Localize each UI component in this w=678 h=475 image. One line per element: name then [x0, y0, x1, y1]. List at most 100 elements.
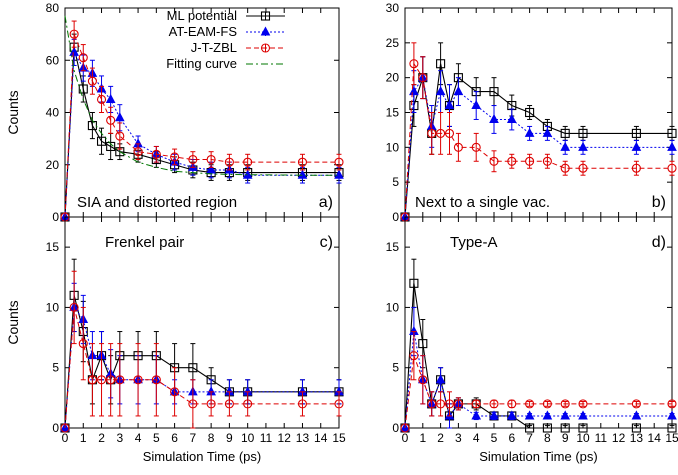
panel-3-xtick-label: 1 [419, 431, 426, 445]
panel-1-series-1-point [542, 127, 553, 137]
panel-3-xtick-label: 8 [544, 431, 551, 445]
panel-0-series-2-point [96, 94, 107, 104]
panel-0-series-2-point [133, 147, 143, 157]
panel-0-series-1-point [69, 46, 79, 56]
panel-1-series-2-point [453, 142, 463, 152]
panel-3-xtick-label: 4 [473, 431, 480, 445]
panel-0-series-2-point [87, 76, 97, 86]
panel-0-series-2-point [106, 115, 116, 125]
panel-3-xtick-label: 11 [595, 431, 608, 445]
panel-3-xlabel: Simulation Time (ps) [479, 449, 597, 464]
panel-1-series-1-point [453, 86, 464, 96]
panel-0-ytick-label: 20 [46, 158, 60, 172]
panel-0-series-2-point [78, 53, 88, 63]
panel-3-xtick-label: 9 [562, 431, 569, 445]
panel-0-series-1-point [334, 169, 344, 179]
panel-3-series-2-point [507, 399, 517, 409]
panel-1-series-0-point [560, 128, 570, 138]
panel-3-series-1-point [542, 410, 553, 420]
panel-1-series-2-point [667, 163, 677, 173]
panel-3-xtick-label: 5 [491, 431, 498, 445]
panel-2-xtick-label: 6 [171, 431, 178, 445]
panel-2-series-0-point [188, 363, 198, 373]
panel-3-series-2 [400, 331, 677, 433]
panel-1-series-2-point [578, 163, 588, 173]
panel-1-label: b) [652, 194, 666, 211]
panel-2-annotation: Frenkel pair [105, 234, 184, 251]
panel-2-series-2-point [106, 375, 116, 385]
panel-1-series-1-point [667, 141, 677, 151]
legend-entry-2-label: J-T-ZBL [191, 40, 237, 55]
panel-2-ytick-label: 15 [46, 240, 60, 254]
panel-2-series-2-point [133, 375, 143, 385]
panel-1-series-1-point [560, 141, 571, 151]
panel-0-series-2-point [170, 152, 180, 162]
panel-1-series-1-point [631, 141, 642, 151]
panel-1-ytick-label: 15 [386, 106, 400, 120]
panel-0-series-0-point [78, 84, 88, 94]
panel-3-series-2-point [436, 399, 446, 409]
panel-3-ytick-label: 10 [386, 300, 400, 314]
panel-3-xtick-label: 10 [576, 431, 590, 445]
panel-1-series-2-point [471, 142, 481, 152]
panel-2-xtick-label: 7 [190, 431, 197, 445]
panel-3-series-2-point [578, 399, 588, 409]
panel-1-series-0-point [525, 107, 535, 118]
panel-1-ytick-label: 25 [386, 36, 400, 50]
panel-2-series-2-point [78, 339, 88, 349]
panel-2-xtick-label: 2 [98, 431, 105, 445]
panel-1-series-1-point [409, 86, 419, 96]
panel-3-series-1-point [435, 374, 446, 384]
panel-2-series-2-point [87, 375, 97, 385]
panel-1-series-2-point [489, 156, 499, 166]
panel-2-series-0-line [64, 295, 339, 429]
panel-2-series-2-point [243, 399, 253, 409]
panel-3-series-2-point [409, 351, 419, 361]
panel-0-series-2-point [69, 29, 79, 39]
panel-3-series-1-point [667, 410, 677, 420]
panel-2-xtick-label: 5 [153, 431, 160, 445]
panel-3-series-2-point [418, 375, 428, 385]
panel-0-series-0-point [96, 136, 107, 146]
panel-3-series-2-point [667, 399, 677, 409]
panel-0-ytick-label: 0 [52, 210, 59, 224]
panel-3-ytick-label: 15 [386, 240, 400, 254]
panel-1-series-2-point [409, 59, 419, 69]
panel-3-xtick-label: 12 [612, 431, 626, 445]
panel-2-ytick-label: 5 [52, 361, 59, 375]
panel-1-series-1-point [524, 127, 535, 137]
panel-1-series-2-point [444, 128, 455, 138]
panel-2-series-2-point [224, 399, 234, 409]
panel-3-series-1-point [631, 410, 642, 420]
panel-3-series-2-point [631, 399, 641, 409]
panel-3-series-2-point [525, 399, 535, 409]
panel-2-xtick-label: 14 [314, 431, 328, 445]
legend-entry-1-label: AT-EAM-FS [169, 24, 238, 39]
panel-0-annotation: SIA and distorted region [77, 194, 237, 211]
panel-0-series-2 [60, 20, 344, 222]
panel-2-series-2-point [69, 302, 79, 312]
panel-3-series-0-point [418, 339, 428, 349]
panel-3-xtick-label: 6 [508, 431, 515, 445]
panel-2-xtick-label: 3 [116, 431, 123, 445]
panel-1-frame [404, 7, 673, 218]
panel-1-series-2-point [631, 163, 641, 173]
panel-2-series-0 [60, 258, 344, 433]
panel-0-series-2-point [243, 157, 253, 167]
panel-3-series-0-point [409, 278, 419, 288]
panel-0-series-1-point [114, 112, 125, 122]
panel-1-ytick-label: 30 [386, 1, 400, 15]
panel-2-label: c) [320, 234, 333, 251]
panel-3-series-2-line [404, 355, 672, 429]
panel-3-series-2-point [542, 399, 552, 409]
panel-3-series-0-line [404, 283, 672, 429]
panel-1-series-0-point [667, 128, 677, 138]
legend-entry-1-marker [260, 26, 271, 36]
panel-3-series-1-point [471, 410, 482, 420]
panel-2-frame [64, 216, 340, 429]
panel-3-series-0-point [525, 423, 535, 433]
panel-2-ylabel: Counts [5, 300, 21, 344]
legend-entry-0-label: ML potential [167, 8, 237, 23]
panel-3-series-0-point [560, 423, 570, 433]
panel-2-xtick-label: 9 [226, 431, 233, 445]
